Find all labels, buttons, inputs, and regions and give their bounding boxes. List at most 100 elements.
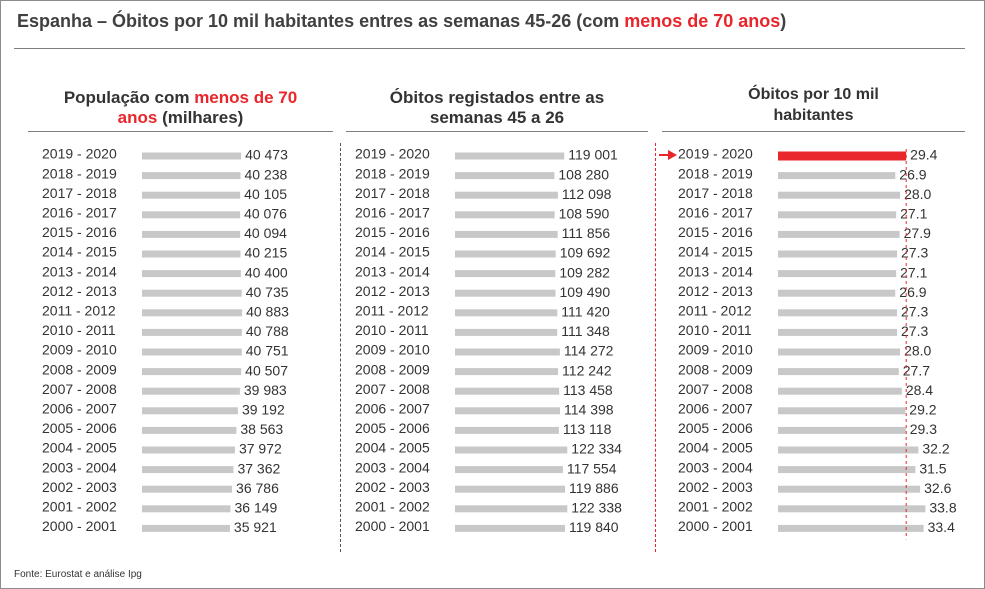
- deaths-category-label: 2010 - 2011: [355, 322, 429, 338]
- rate-bar: [778, 407, 906, 415]
- rate-bar: [778, 387, 902, 395]
- population-value-label: 40 076: [244, 206, 287, 222]
- deaths-bar: [455, 211, 555, 219]
- rate-category-label: 2003 - 2004: [678, 459, 753, 475]
- deaths-bar: [455, 309, 558, 317]
- rate-bar: [778, 172, 896, 180]
- panel-divider-deaths: [346, 131, 648, 132]
- population-value-label: 37 972: [239, 441, 282, 457]
- deaths-category-label: 2013 - 2014: [355, 263, 430, 279]
- deaths-category-label: 2006 - 2007: [355, 401, 430, 417]
- panel-title-rate: Óbitos por 10 mil habitantes: [748, 86, 879, 124]
- population-category-label: 2012 - 2013: [42, 283, 117, 299]
- deaths-value-label: 109 692: [560, 245, 611, 261]
- deaths-value-label: 122 338: [571, 500, 622, 516]
- rate-bar: [778, 250, 898, 258]
- deaths-bar: [455, 348, 560, 356]
- rate-bar: [778, 211, 897, 219]
- rate-value-label: 27.3: [901, 304, 928, 320]
- rate-category-label: 2018 - 2019: [678, 165, 753, 181]
- source-note: Fonte: Eurostat e análise Ipg: [14, 569, 142, 580]
- rate-value-label: 29.2: [909, 402, 936, 418]
- population-bar: [142, 348, 242, 356]
- population-value-label: 40 094: [244, 225, 287, 241]
- population-bar: [142, 191, 241, 199]
- deaths-category-label: 2009 - 2010: [355, 342, 430, 358]
- deaths-value-label: 113 458: [563, 382, 613, 398]
- population-category-label: 2001 - 2002: [42, 499, 117, 515]
- population-category-label: 2000 - 2001: [42, 518, 117, 534]
- deaths-category-label: 2017 - 2018: [355, 185, 430, 201]
- deaths-bar: [455, 407, 561, 415]
- title-divider: [14, 48, 965, 49]
- rate-value-label: 32.2: [922, 441, 949, 457]
- deaths-bar: [455, 368, 559, 376]
- deaths-value-label: 114 398: [564, 402, 614, 418]
- panel-title-deaths: Óbitos registados entre as semanas 45 a 2…: [389, 88, 605, 127]
- rate-value-label: 33.4: [928, 519, 955, 535]
- deaths-category-label: 2011 - 2012: [355, 303, 429, 319]
- rate-category-label: 2017 - 2018: [678, 185, 753, 201]
- population-value-label: 36 786: [236, 480, 279, 496]
- rate-category-label: 2009 - 2010: [678, 342, 753, 358]
- population-bar: [142, 368, 242, 376]
- rate-category-label: 2001 - 2002: [678, 499, 753, 515]
- population-value-label: 40 883: [246, 304, 289, 320]
- population-value-label: 40 215: [244, 245, 287, 261]
- rate-category-label: 2012 - 2013: [678, 283, 753, 299]
- deaths-category-label: 2008 - 2009: [355, 361, 430, 377]
- rate-category-label: 2019 - 2020: [678, 146, 753, 162]
- deaths-value-label: 111 856: [562, 225, 611, 241]
- population-category-label: 2008 - 2009: [42, 361, 117, 377]
- deaths-bar: [455, 387, 560, 395]
- rate-category-label: 2016 - 2017: [678, 205, 753, 221]
- deaths-value-label: 109 490: [560, 284, 611, 300]
- rate-value-label: 27.7: [903, 362, 930, 378]
- deaths-bar: [455, 152, 565, 160]
- population-bar: [142, 270, 241, 278]
- population-bar: [142, 524, 230, 532]
- deaths-bar: [455, 485, 566, 493]
- deaths-category-label: 2001 - 2002: [355, 499, 430, 515]
- rate-value-label: 26.9: [899, 284, 926, 300]
- rate-value-label: 29.3: [910, 421, 937, 437]
- rate-category-label: 2004 - 2005: [678, 440, 753, 456]
- rate-bar: [778, 289, 896, 297]
- rate-value-label: 31.5: [919, 460, 946, 476]
- population-bar: [142, 230, 241, 238]
- deaths-value-label: 111 420: [561, 304, 610, 320]
- population-value-label: 40 105: [244, 186, 287, 202]
- population-category-label: 2013 - 2014: [42, 263, 117, 279]
- rate-category-label: 2010 - 2011: [678, 322, 752, 338]
- population-category-label: 2010 - 2011: [42, 322, 116, 338]
- rate-bar: [778, 270, 897, 278]
- deaths-value-label: 122 334: [571, 441, 622, 457]
- deaths-category-label: 2015 - 2016: [355, 224, 430, 240]
- deaths-value-label: 119 840: [569, 519, 619, 535]
- population-category-label: 2007 - 2008: [42, 381, 117, 397]
- population-value-label: 39 983: [244, 382, 287, 398]
- rate-value-label: 32.6: [924, 480, 951, 496]
- deaths-bar: [455, 328, 558, 336]
- population-bar: [142, 505, 231, 513]
- deaths-bar: [455, 289, 556, 297]
- population-category-label: 2009 - 2010: [42, 342, 117, 358]
- rate-category-label: 2000 - 2001: [678, 518, 753, 534]
- population-bar: [142, 328, 242, 336]
- population-bar: [142, 289, 242, 297]
- highlight-arrow-icon: [668, 150, 677, 160]
- deaths-value-label: 113 118: [563, 421, 612, 437]
- deaths-bar: [455, 230, 558, 238]
- population-bar: [142, 250, 241, 258]
- panel-separator-2: [655, 143, 656, 552]
- rate-category-label: 2008 - 2009: [678, 361, 753, 377]
- deaths-category-label: 2014 - 2015: [355, 244, 430, 260]
- deaths-value-label: 119 886: [569, 480, 619, 496]
- population-category-label: 2002 - 2003: [42, 479, 117, 495]
- population-value-label: 39 192: [242, 402, 285, 418]
- population-value-label: 37 362: [237, 460, 280, 476]
- population-bar: [142, 466, 234, 474]
- population-value-label: 40 735: [246, 284, 289, 300]
- population-value-label: 40 507: [245, 362, 288, 378]
- rate-bar: [778, 348, 901, 356]
